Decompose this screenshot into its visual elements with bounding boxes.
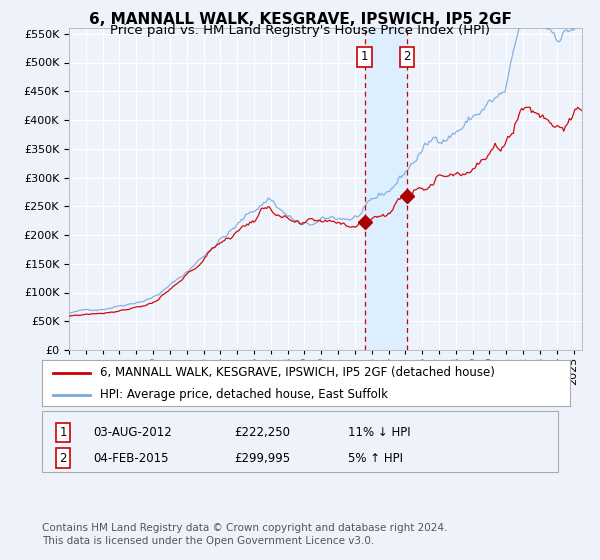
Text: 6, MANNALL WALK, KESGRAVE, IPSWICH, IP5 2GF: 6, MANNALL WALK, KESGRAVE, IPSWICH, IP5 … <box>89 12 511 27</box>
Text: £222,250: £222,250 <box>234 426 290 439</box>
Text: 1: 1 <box>59 426 67 439</box>
Text: £299,995: £299,995 <box>234 451 290 465</box>
Text: 2: 2 <box>403 50 410 63</box>
Text: This data is licensed under the Open Government Licence v3.0.: This data is licensed under the Open Gov… <box>42 536 374 546</box>
Text: 5% ↑ HPI: 5% ↑ HPI <box>348 451 403 465</box>
Text: 6, MANNALL WALK, KESGRAVE, IPSWICH, IP5 2GF (detached house): 6, MANNALL WALK, KESGRAVE, IPSWICH, IP5 … <box>100 366 495 380</box>
Text: HPI: Average price, detached house, East Suffolk: HPI: Average price, detached house, East… <box>100 388 388 401</box>
Bar <box>365 28 407 350</box>
Text: Price paid vs. HM Land Registry's House Price Index (HPI): Price paid vs. HM Land Registry's House … <box>110 24 490 36</box>
Text: 2: 2 <box>59 451 67 465</box>
Text: 03-AUG-2012: 03-AUG-2012 <box>93 426 172 439</box>
Text: 04-FEB-2015: 04-FEB-2015 <box>93 451 169 465</box>
Text: Contains HM Land Registry data © Crown copyright and database right 2024.: Contains HM Land Registry data © Crown c… <box>42 523 448 533</box>
Text: 1: 1 <box>361 50 368 63</box>
Text: 11% ↓ HPI: 11% ↓ HPI <box>348 426 410 439</box>
